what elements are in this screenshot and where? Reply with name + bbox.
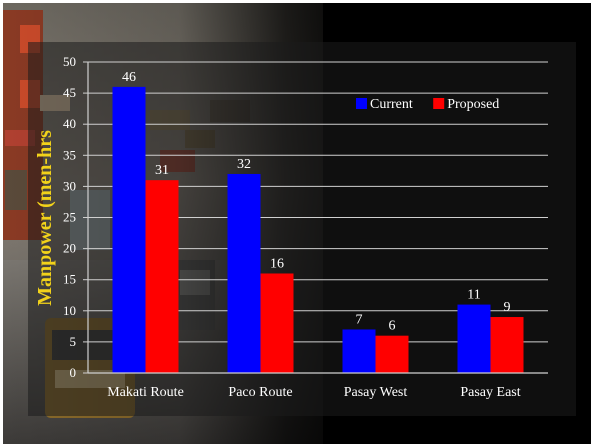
data-label: 7 [356, 312, 363, 327]
legend-swatch-current [356, 98, 367, 109]
y-tick-label: 20 [63, 241, 76, 256]
y-tick-label: 0 [70, 365, 77, 380]
y-tick-label: 15 [63, 272, 76, 287]
bar-proposed [490, 317, 524, 373]
x-category-label: Pasay East [460, 385, 520, 400]
bar-proposed [375, 335, 409, 373]
bar-proposed [260, 273, 294, 373]
y-tick-label: 25 [63, 210, 76, 225]
legend-label: Current [370, 97, 413, 112]
data-label: 11 [467, 288, 480, 303]
data-label: 31 [155, 163, 169, 178]
x-axis-categories: Makati Route Paco Route Pasay West Pasay Ea… [107, 385, 521, 400]
bar-current [112, 86, 146, 373]
x-category-label: Pasay West [344, 385, 408, 400]
legend: Current Proposed [356, 97, 499, 112]
legend-label: Proposed [447, 97, 499, 112]
bar-current [342, 329, 376, 373]
bar-current [227, 173, 261, 373]
y-tick-label: 10 [63, 303, 76, 318]
y-tick-label: 50 [63, 54, 76, 69]
legend-swatch-proposed [433, 98, 445, 109]
bar-current [457, 304, 491, 373]
y-axis-ticks: 0 5 10 15 20 25 30 35 40 45 50 [63, 54, 88, 380]
x-category-label: Makati Route [107, 385, 184, 400]
data-labels: 46 31 32 16 7 6 11 9 [122, 70, 511, 334]
y-tick-label: 30 [63, 178, 76, 193]
data-label: 6 [389, 319, 396, 334]
y-tick-label: 35 [63, 147, 76, 162]
bar-proposed [145, 180, 179, 373]
y-tick-label: 40 [63, 116, 76, 131]
y-tick-label: 45 [63, 85, 76, 100]
data-label: 46 [122, 70, 136, 85]
bars [112, 86, 524, 373]
x-category-label: Paco Route [228, 385, 292, 400]
data-label: 9 [504, 300, 511, 315]
data-label: 16 [270, 256, 284, 271]
y-axis-label: Manpower (men-hrs [34, 130, 56, 306]
y-tick-label: 5 [70, 334, 77, 349]
data-label: 32 [237, 157, 251, 172]
